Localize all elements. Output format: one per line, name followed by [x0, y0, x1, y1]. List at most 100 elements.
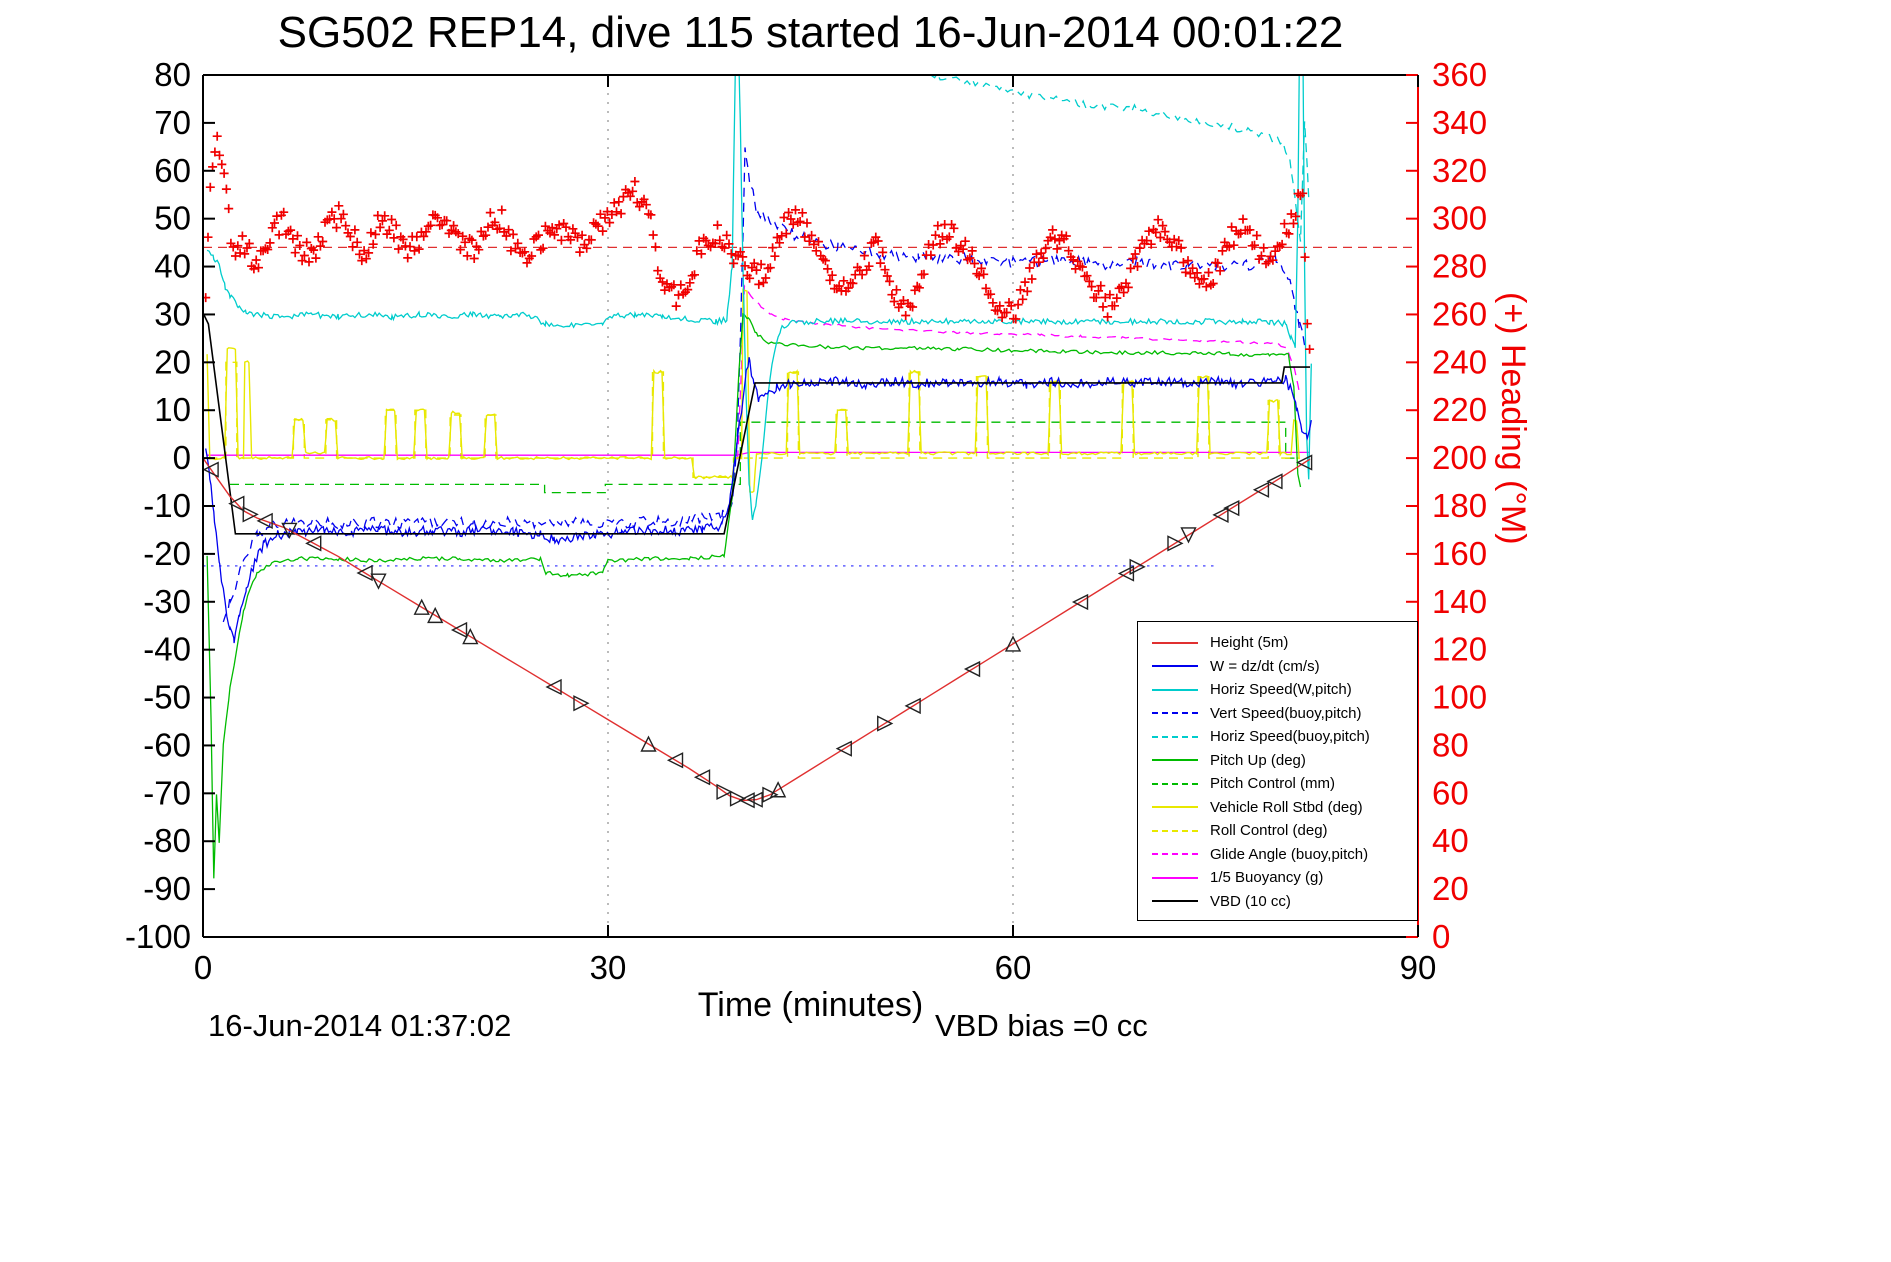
right-tick-label: 260: [1432, 295, 1487, 332]
left-tick-label: 80: [154, 56, 191, 93]
legend-item-label: Vehicle Roll Stbd (deg): [1210, 798, 1363, 816]
legend-sample-line: [1152, 665, 1198, 668]
height-marker-icon: [228, 495, 245, 512]
height-marker-icon: [640, 735, 657, 752]
right-axis-ticks: 0 20 40 60 80 100 120 140 160 180 200 220 240 260 280 3…: [1406, 56, 1487, 955]
height-marker-icon: [1004, 635, 1022, 652]
left-tick-label: -80: [143, 822, 191, 859]
right-tick-label: 220: [1432, 391, 1487, 428]
legend-item: Pitch Control (mm): [1138, 772, 1417, 796]
left-tick-label: -70: [143, 774, 191, 811]
legend-sample-line: [1152, 900, 1198, 903]
left-tick-label: -60: [143, 726, 191, 763]
legend-item-label: 1/5 Buoyancy (g): [1210, 869, 1324, 887]
height-marker-icon: [1252, 481, 1270, 498]
height-marker-icon: [1266, 473, 1283, 490]
left-axis-ticks: -100-90-80-70-60-50-40-30-20-10010203040…: [125, 56, 215, 955]
series-vbd: [203, 314, 1310, 535]
height-marker-icon: [666, 752, 684, 769]
height-marker-icon: [256, 512, 273, 529]
right-tick-label: 320: [1432, 152, 1487, 189]
height-marker-icon: [305, 535, 322, 552]
left-tick-label: -50: [143, 679, 191, 716]
height-marker-icon: [462, 627, 479, 645]
legend-item: 1/5 Buoyancy (g): [1138, 866, 1417, 890]
legend-sample-line: [1152, 712, 1198, 715]
right-tick-label: 200: [1432, 439, 1487, 476]
left-tick-label: -90: [143, 870, 191, 907]
height-marker-icon: [1223, 500, 1240, 517]
left-tick-label: -40: [143, 631, 191, 668]
legend-item-label: Horiz Speed(buoy,pitch): [1210, 728, 1370, 746]
height-marker-icon: [769, 781, 787, 798]
height-marker-icon: [762, 786, 779, 803]
right-tick-label: 160: [1432, 535, 1487, 572]
left-tick-label: -30: [143, 583, 191, 620]
right-tick-label: 360: [1432, 56, 1487, 93]
height-marker-icon: [835, 740, 852, 757]
legend-sample-line: [1152, 806, 1198, 809]
legend-sample-line: [1152, 641, 1198, 644]
height-marker-icon: [356, 564, 373, 582]
right-tick-label: 120: [1432, 631, 1487, 668]
height-marker-icon: [746, 791, 763, 808]
right-tick-label: 300: [1432, 200, 1487, 237]
right-y-axis-label: (+) Heading (°M): [1494, 292, 1532, 545]
right-tick-label: 280: [1432, 248, 1487, 285]
left-tick-label: 50: [154, 200, 191, 237]
right-tick-label: 240: [1432, 343, 1487, 380]
height-marker-icon: [1180, 527, 1197, 544]
height-marker-icon: [1296, 454, 1313, 471]
legend-item: Horiz Speed(buoy,pitch): [1138, 725, 1417, 749]
legend-sample-line: [1152, 876, 1198, 879]
right-tick-label: 0: [1432, 918, 1450, 955]
legend-sample-line: [1152, 688, 1198, 691]
legend-sample-line: [1152, 759, 1198, 762]
height-marker-icon: [738, 792, 755, 809]
series-pitch-control: [230, 421, 1297, 494]
x-axis-ticks: 0 30 60 90: [194, 75, 1437, 986]
height-marker-icon: [281, 522, 298, 539]
series-layer: [203, 75, 1418, 879]
height-marker-icon: [203, 461, 219, 478]
series-pitch-up: [206, 312, 1302, 879]
x-tick-label: 90: [1400, 949, 1437, 986]
legend-sample-line: [1152, 853, 1198, 856]
left-tick-label: 70: [154, 104, 191, 141]
legend-item: W = dz/dt (cm/s): [1138, 655, 1417, 679]
series-w-dzdt: [205, 357, 1312, 644]
height-marker-icon: [1117, 565, 1135, 582]
legend-item-label: Pitch Control (mm): [1210, 775, 1336, 793]
left-tick-label: -100: [125, 918, 191, 955]
height-marker-icon: [370, 573, 387, 590]
left-tick-label: 20: [154, 343, 191, 380]
series-horiz-speed: [206, 75, 1312, 521]
legend-item-label: Height (5m): [1210, 634, 1289, 652]
height-marker-icon: [729, 790, 747, 807]
height-marker-icon: [716, 783, 733, 801]
left-tick-label: -20: [143, 535, 191, 572]
plot-title: SG502 REP14, dive 115 started 16-Jun-201…: [277, 8, 1344, 57]
series-glide-angle: [736, 284, 1300, 460]
dive-end-time-annotation: 16-Jun-2014 01:37:02: [208, 1008, 512, 1043]
legend-item: Glide Angle (buoy,pitch): [1138, 843, 1417, 867]
right-tick-label: 180: [1432, 487, 1487, 524]
series-heading-markers: [203, 131, 1315, 354]
legend-item: Roll Control (deg): [1138, 819, 1417, 843]
height-marker-icon: [242, 506, 259, 523]
right-tick-label: 60: [1432, 774, 1469, 811]
axes: -100-90-80-70-60-50-40-30-20-10010203040…: [125, 56, 1487, 986]
height-marker-icon: [450, 621, 468, 639]
left-tick-label: 30: [154, 295, 191, 332]
legend-item: VBD (10 cc): [1138, 890, 1417, 914]
vbd-bias-annotation: VBD bias =0 cc: [935, 1008, 1148, 1043]
left-tick-label: -10: [143, 487, 191, 524]
height-marker-icon: [1212, 506, 1229, 523]
legend-item: Vehicle Roll Stbd (deg): [1138, 796, 1417, 820]
series-vert-speed-buoy: [222, 147, 1306, 623]
right-tick-label: 100: [1432, 679, 1487, 716]
height-marker-icon: [413, 598, 430, 615]
height-marker-icon: [427, 606, 444, 624]
height-marker-icon: [904, 697, 921, 715]
